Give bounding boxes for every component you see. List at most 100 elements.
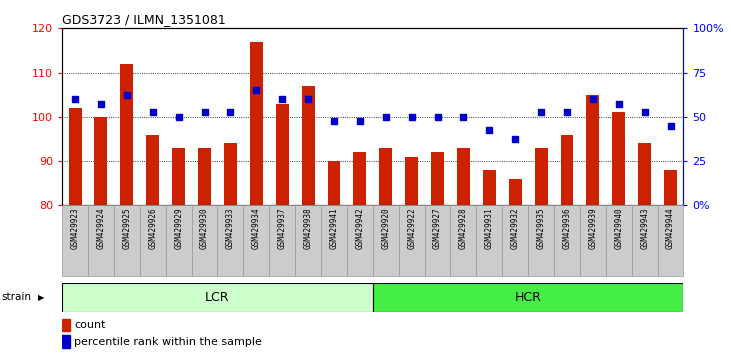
Text: GDS3723 / ILMN_1351081: GDS3723 / ILMN_1351081 <box>62 13 226 26</box>
Bar <box>347 205 373 276</box>
Bar <box>88 205 114 276</box>
Bar <box>534 148 548 205</box>
Text: GSM429937: GSM429937 <box>278 207 287 249</box>
Text: GSM429933: GSM429933 <box>226 207 235 249</box>
Bar <box>198 148 211 205</box>
Text: GSM429927: GSM429927 <box>433 207 442 249</box>
Point <box>328 118 340 124</box>
Point <box>199 110 211 115</box>
Text: GSM429925: GSM429925 <box>122 207 132 249</box>
Point <box>354 118 366 124</box>
Point <box>276 96 288 102</box>
Bar <box>121 64 133 205</box>
Point <box>664 123 676 129</box>
Bar <box>405 156 418 205</box>
Bar <box>613 113 625 205</box>
Point <box>535 110 547 115</box>
Text: GSM429923: GSM429923 <box>71 207 80 249</box>
Bar <box>554 205 580 276</box>
Bar <box>398 205 425 276</box>
Bar <box>483 170 496 205</box>
Text: GSM429920: GSM429920 <box>382 207 390 249</box>
Text: LCR: LCR <box>205 291 230 304</box>
Bar <box>62 205 88 276</box>
Bar <box>250 42 262 205</box>
Point <box>483 127 495 133</box>
Bar <box>140 205 166 276</box>
Text: GSM429935: GSM429935 <box>537 207 545 249</box>
Bar <box>431 152 444 205</box>
Bar <box>658 205 683 276</box>
Bar <box>69 108 82 205</box>
Text: GSM429940: GSM429940 <box>614 207 624 249</box>
Point <box>561 110 573 115</box>
Text: GSM429930: GSM429930 <box>200 207 209 249</box>
Bar <box>561 135 573 205</box>
Bar <box>580 205 606 276</box>
Bar <box>243 205 269 276</box>
Text: percentile rank within the sample: percentile rank within the sample <box>74 337 262 347</box>
Bar <box>62 319 70 331</box>
Text: GSM429941: GSM429941 <box>330 207 338 249</box>
Bar <box>146 135 159 205</box>
Bar <box>509 179 522 205</box>
Text: GSM429932: GSM429932 <box>511 207 520 249</box>
Text: GSM429922: GSM429922 <box>407 207 416 249</box>
Bar <box>606 205 632 276</box>
Point <box>121 92 133 98</box>
Text: GSM429924: GSM429924 <box>96 207 105 249</box>
Text: GSM429938: GSM429938 <box>303 207 313 249</box>
Text: GSM429942: GSM429942 <box>355 207 364 249</box>
Point <box>147 110 159 115</box>
Bar <box>94 117 107 205</box>
Point <box>587 96 599 102</box>
Text: GSM429931: GSM429931 <box>485 207 494 249</box>
Point <box>251 87 262 93</box>
Point <box>639 110 651 115</box>
Point <box>458 114 469 120</box>
Bar <box>586 95 599 205</box>
Bar <box>192 205 218 276</box>
Point <box>173 114 184 120</box>
Bar <box>638 143 651 205</box>
Bar <box>457 148 470 205</box>
Point <box>510 136 521 142</box>
Bar <box>425 205 450 276</box>
Bar <box>62 283 373 312</box>
Bar <box>327 161 341 205</box>
Point <box>380 114 392 120</box>
Bar <box>379 148 393 205</box>
Text: strain: strain <box>1 292 31 302</box>
Text: GSM429939: GSM429939 <box>588 207 597 249</box>
Bar <box>166 205 192 276</box>
Bar <box>276 104 289 205</box>
Point <box>613 101 624 107</box>
Bar <box>302 86 314 205</box>
Point <box>224 110 236 115</box>
Bar <box>173 148 185 205</box>
Bar <box>114 205 140 276</box>
Text: GSM429944: GSM429944 <box>666 207 675 249</box>
Bar <box>353 152 366 205</box>
Text: GSM429928: GSM429928 <box>459 207 468 249</box>
Bar <box>477 205 502 276</box>
Text: GSM429929: GSM429929 <box>174 207 183 249</box>
Bar <box>664 170 677 205</box>
Bar <box>528 205 554 276</box>
Text: GSM429943: GSM429943 <box>640 207 649 249</box>
Bar <box>224 143 237 205</box>
Bar <box>62 335 70 348</box>
Text: GSM429926: GSM429926 <box>148 207 157 249</box>
Bar <box>632 205 658 276</box>
Bar <box>295 205 321 276</box>
Text: GSM429934: GSM429934 <box>251 207 261 249</box>
Point <box>432 114 444 120</box>
Point <box>95 101 107 107</box>
Point <box>69 96 81 102</box>
Bar <box>373 283 683 312</box>
Bar <box>321 205 347 276</box>
Text: ▶: ▶ <box>38 293 45 302</box>
Bar <box>269 205 295 276</box>
Text: HCR: HCR <box>515 291 542 304</box>
Bar <box>450 205 477 276</box>
